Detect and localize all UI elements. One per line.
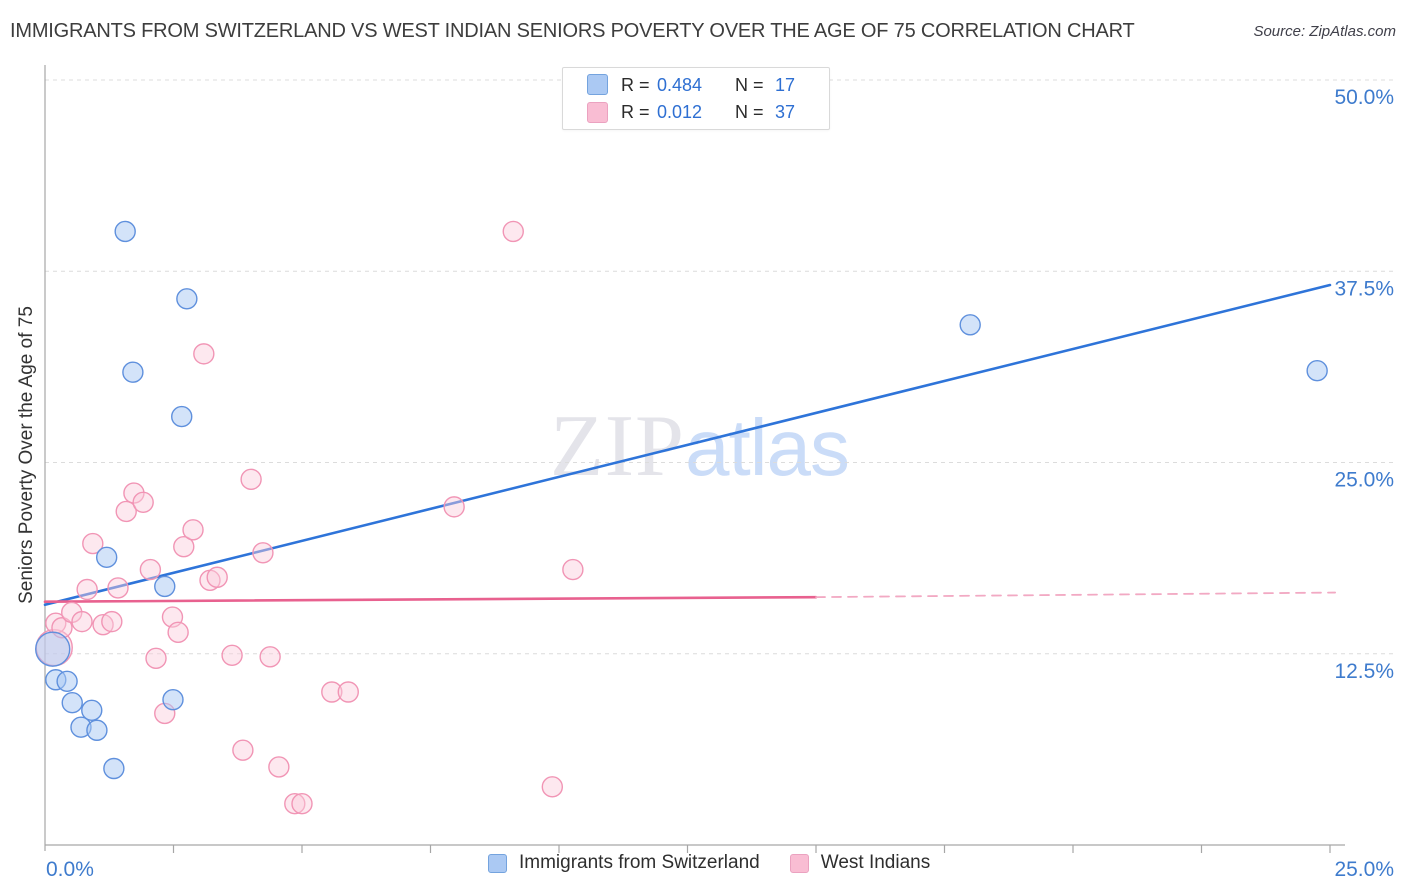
scatter-point-swiss[interactable] <box>56 670 78 692</box>
chart-legend: Immigrants from Switzerland West Indians <box>488 852 930 874</box>
swiss-trendline <box>43 283 1332 607</box>
scatter-point-west-indian[interactable] <box>167 621 189 644</box>
scatter-point-swiss[interactable] <box>1306 360 1328 382</box>
scatter-point-west-indian[interactable] <box>71 610 93 633</box>
scatter-point-west-indian[interactable] <box>115 500 137 523</box>
scatter-point-swiss[interactable] <box>959 314 981 336</box>
scatter-point-west-indian[interactable] <box>206 566 228 588</box>
n-value-swiss: 17 <box>775 74 796 95</box>
r-value-swiss: 0.484 <box>657 74 703 95</box>
n-label: N = <box>735 102 764 123</box>
scatter-point-west-indian[interactable] <box>193 343 215 365</box>
scatter-point-west-indian[interactable] <box>221 644 243 666</box>
watermark-zip-text: ZIP <box>550 398 685 495</box>
n-label: N = <box>735 74 764 95</box>
scatter-point-west-indian[interactable] <box>139 558 162 581</box>
legend-item-swiss: Immigrants from Switzerland <box>488 852 760 874</box>
scatter-point-swiss[interactable] <box>154 575 176 598</box>
scatter-point-west-indian[interactable] <box>76 578 98 601</box>
west-indian-trendline <box>43 595 818 604</box>
scatter-point-west-indian[interactable] <box>337 681 359 703</box>
y-axis-tick-label: 50.0% <box>1334 86 1394 109</box>
scatter-point-west-indian[interactable] <box>291 792 313 815</box>
scatter-point-west-indian[interactable] <box>443 496 465 518</box>
scatter-point-west-indian[interactable] <box>562 558 584 581</box>
legend-item-west-indian: West Indians <box>789 852 931 874</box>
scatter-point-west-indian[interactable] <box>101 610 123 633</box>
x-axis-tick-label: 0.0% <box>46 858 94 881</box>
scatter-point-west-indian[interactable] <box>268 756 290 778</box>
scatter-point-west-indian[interactable] <box>145 647 167 670</box>
scatter-point-west-indian[interactable] <box>107 577 129 599</box>
scatter-point-west-indian[interactable] <box>132 491 154 513</box>
scatter-point-swiss[interactable] <box>162 688 184 711</box>
r-label: R = <box>621 74 650 95</box>
legend-swatch-west-indian <box>789 853 809 873</box>
r-value-west-indian: 0.012 <box>657 102 703 123</box>
scatter-point-swiss[interactable] <box>122 361 144 383</box>
y-axis-tick-label: 25.0% <box>1334 469 1394 492</box>
scatter-point-west-indian[interactable] <box>173 535 195 558</box>
scatter-point-west-indian[interactable] <box>321 681 343 703</box>
source-label: Source: ZipAtlas.com <box>1253 23 1396 40</box>
page-title: IMMIGRANTS FROM SWITZERLAND VS WEST INDI… <box>10 20 1135 42</box>
r-label: R = <box>621 102 650 123</box>
scatter-point-west-indian[interactable] <box>259 646 281 668</box>
scatter-point-west-indian[interactable] <box>82 532 104 555</box>
stats-row-swiss: R = 0.484 N = 17 <box>587 74 829 96</box>
scatter-point-swiss[interactable] <box>95 546 118 569</box>
scatter-point-west-indian[interactable] <box>232 739 254 761</box>
scatter-point-swiss[interactable] <box>176 288 198 310</box>
n-value-west-indian: 37 <box>775 102 796 123</box>
west-indian-trendline-extension <box>815 591 1337 599</box>
west-indian-series-swatch <box>587 101 608 123</box>
scatter-point-swiss[interactable] <box>61 692 83 714</box>
scatter-point-swiss[interactable] <box>35 631 71 667</box>
legend-label-swiss: Immigrants from Switzerland <box>519 852 760 873</box>
stats-row-west-indian: R = 0.012 N = 37 <box>587 101 829 123</box>
scatter-point-west-indian[interactable] <box>502 220 524 243</box>
scatter-point-swiss[interactable] <box>171 405 193 428</box>
y-axis-tick-label: 12.5% <box>1334 660 1394 683</box>
scatter-point-swiss[interactable] <box>114 220 136 243</box>
legend-label-west-indian: West Indians <box>820 852 931 873</box>
watermark-atlas-text: atlas <box>685 403 850 492</box>
scatter-point-west-indian[interactable] <box>182 519 204 541</box>
scatter-point-west-indian[interactable] <box>252 542 274 564</box>
scatter-point-west-indian[interactable] <box>541 776 564 798</box>
legend-swatch-swiss <box>488 853 507 873</box>
swiss-series-swatch <box>587 74 608 96</box>
y-axis-title: Seniors Poverty Over the Age of 75 <box>16 306 37 604</box>
scatter-point-swiss[interactable] <box>103 757 125 780</box>
stats-legend-box: R = 0.484 N = 17 R = 0.012 N = 37 <box>562 67 830 130</box>
scatter-point-west-indian[interactable] <box>92 613 114 636</box>
scatter-point-swiss[interactable] <box>86 719 108 741</box>
x-axis-tick-label: 25.0% <box>1334 858 1394 881</box>
scatter-point-west-indian[interactable] <box>123 482 145 504</box>
scatter-point-west-indian[interactable] <box>240 468 262 491</box>
scatter-point-west-indian[interactable] <box>284 792 306 815</box>
scatter-point-swiss[interactable] <box>81 699 103 722</box>
zipatlas-watermark: ZIPatlas <box>550 403 850 492</box>
y-axis-tick-label: 37.5% <box>1334 277 1394 300</box>
